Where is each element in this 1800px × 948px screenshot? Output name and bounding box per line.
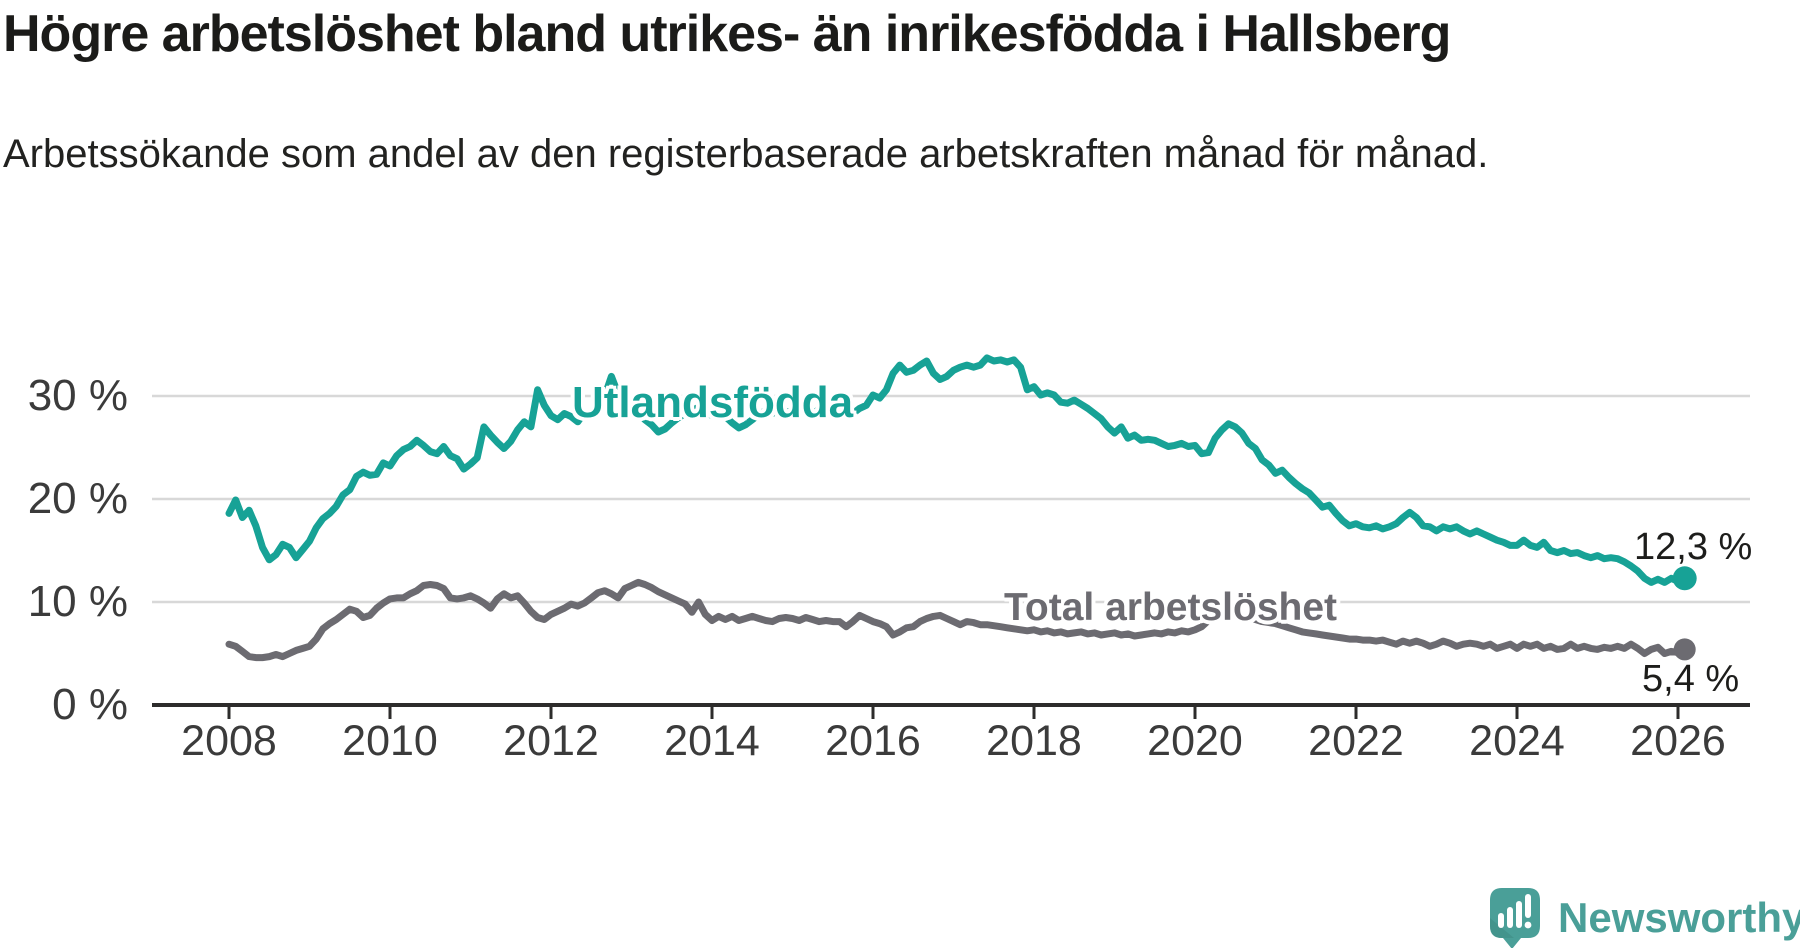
x-axis-label: 2022 <box>1308 717 1404 765</box>
chart-subtitle: Arbetssökande som andel av den registerb… <box>3 132 1489 176</box>
x-axis-label: 2016 <box>825 717 921 765</box>
x-axis-label: 2012 <box>503 717 599 765</box>
x-axis-label: 2026 <box>1630 717 1726 765</box>
series-label-total-arbetsloshet: Total arbetslöshet <box>1004 586 1338 629</box>
x-axis-label: 2010 <box>342 717 438 765</box>
page-title: Högre arbetslöshet bland utrikes- än inr… <box>3 5 1451 63</box>
newsworthy-logo-text: Newsworthy <box>1558 894 1800 941</box>
series-label-utlandsfodda: Utlandsfödda <box>572 378 854 427</box>
y-axis-label: 10 % <box>27 577 128 626</box>
x-tickmarks <box>227 705 1680 719</box>
x-axis-label: 2014 <box>664 717 760 765</box>
y-axis-label: 20 % <box>27 474 128 523</box>
gridlines <box>152 394 1750 604</box>
x-axis-label: 2020 <box>1147 717 1243 765</box>
series-lines <box>225 354 1697 662</box>
end-value-label-total: 5,4 % <box>1642 658 1740 700</box>
x-axis-label: 2018 <box>986 717 1082 765</box>
series-end-dot-total <box>1673 638 1696 661</box>
y-axis-label: 0 % <box>52 680 128 729</box>
end-value-label-utlandsfodda: 12,3 % <box>1634 526 1753 568</box>
series-line-utlandsfodda <box>225 354 1689 586</box>
x-axis-label: 2008 <box>181 717 277 765</box>
x-axis-label: 2024 <box>1469 717 1565 765</box>
series-end-dot-utlandsfodda <box>1672 566 1697 591</box>
newsworthy-logo-icon <box>1490 888 1540 948</box>
series-line-total <box>225 578 1689 662</box>
y-axis-label: 30 % <box>27 371 128 420</box>
